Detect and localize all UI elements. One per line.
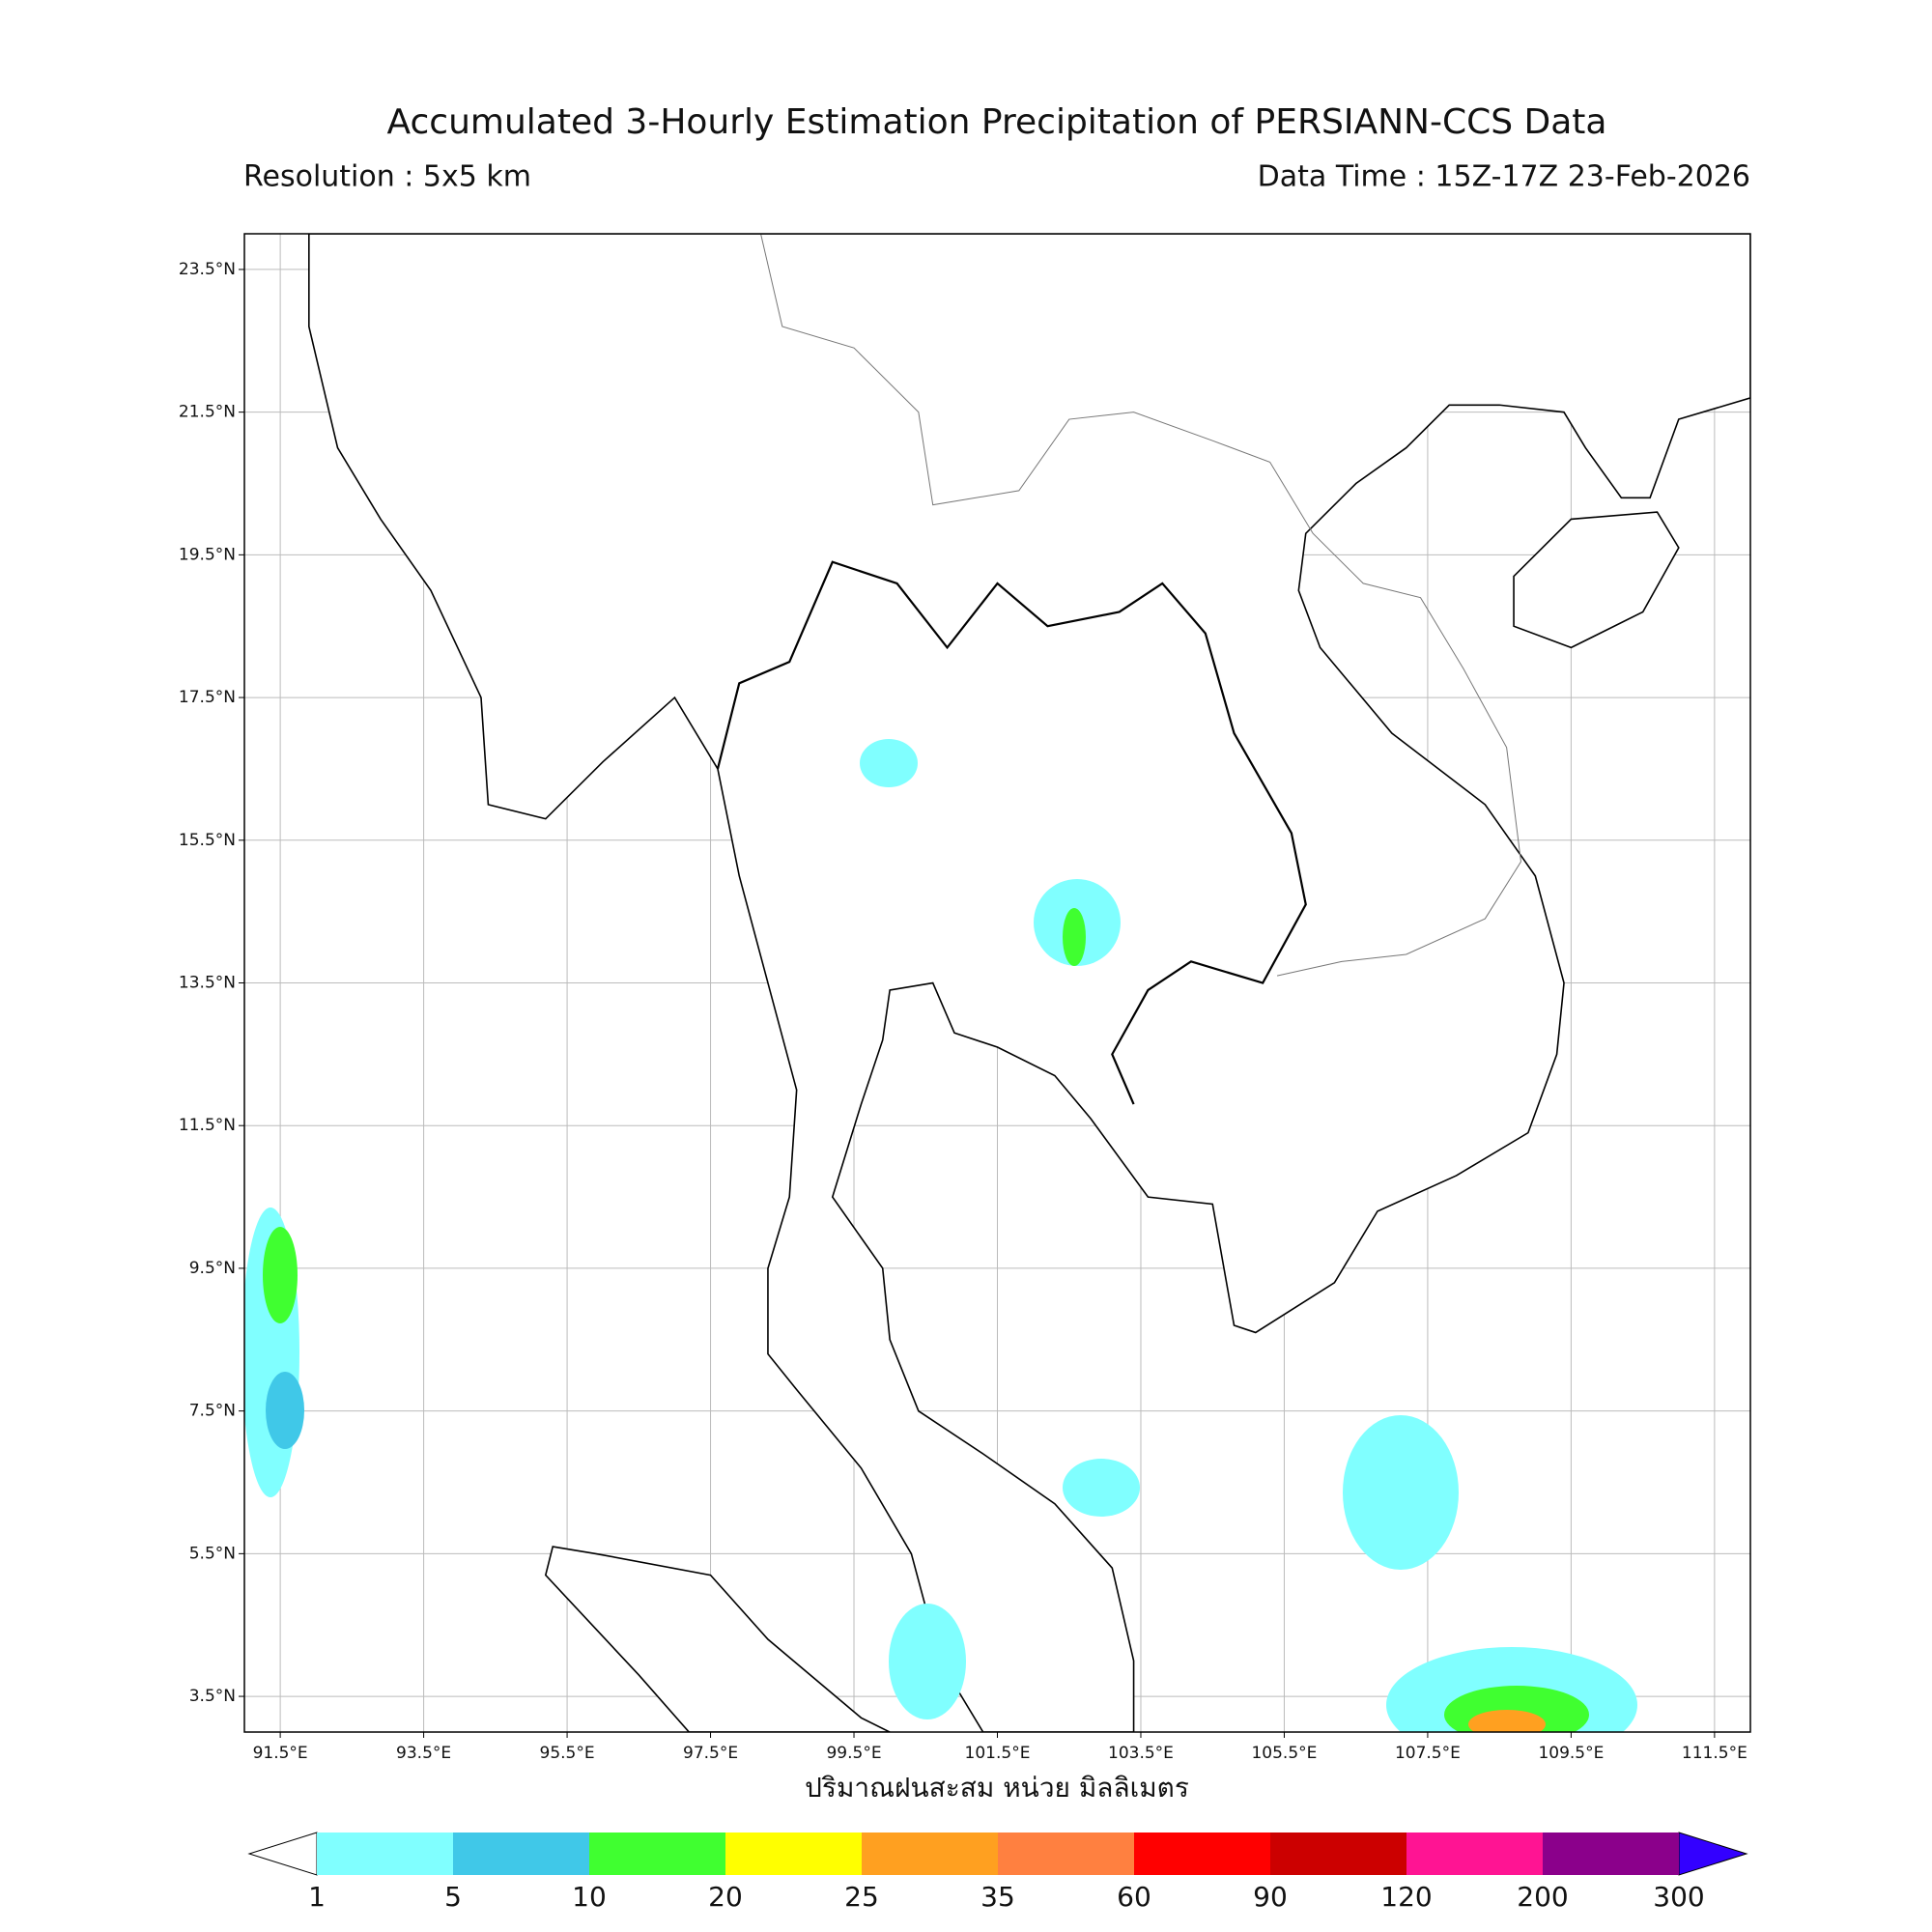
colorbar-tick-label: 300 xyxy=(1653,1881,1704,1913)
precipitation xyxy=(244,739,1637,1732)
lat-tick-label: 19.5°N xyxy=(179,545,236,564)
map xyxy=(244,234,1750,1732)
colorbar-label: ปริมาณฝนสะสม หน่วย มิลลิเมตร xyxy=(805,1772,1189,1804)
colorbar-tick-label: 35 xyxy=(980,1881,1015,1913)
lat-tick-label: 3.5°N xyxy=(189,1687,236,1706)
lon-tick-label: 105.5°E xyxy=(1251,1744,1317,1763)
colorbar-segment xyxy=(1134,1833,1270,1875)
colorbar-tick-label: 10 xyxy=(572,1881,607,1913)
resolution: Resolution : 5x5 km xyxy=(243,160,531,194)
mainland-coast xyxy=(309,234,1750,1732)
colorbar-segment xyxy=(317,1833,453,1875)
geography xyxy=(309,234,1750,1732)
colorbar-segment xyxy=(453,1833,589,1875)
country-borders xyxy=(761,234,1521,976)
colorbar-tick-label: 60 xyxy=(1117,1881,1151,1913)
lon-tick-label: 103.5°E xyxy=(1108,1744,1174,1763)
sumatra xyxy=(546,1547,890,1732)
colorbar-tick-label: 20 xyxy=(708,1881,743,1913)
lat-tick-label: 21.5°N xyxy=(179,403,236,422)
colorbar-tick-label: 5 xyxy=(444,1881,462,1913)
colorbar-segment xyxy=(1406,1833,1543,1875)
colorbar-segment xyxy=(1270,1833,1406,1875)
lat-tick-label: 9.5°N xyxy=(189,1259,236,1278)
colorbar-tick-label: 120 xyxy=(1380,1881,1432,1913)
lat-tick-label: 15.5°N xyxy=(179,831,236,850)
lat-tick-label: 17.5°N xyxy=(179,688,236,707)
lat-tick-label: 11.5°N xyxy=(179,1116,236,1135)
colorbar-tick-label: 25 xyxy=(844,1881,879,1913)
colorbar-segment xyxy=(862,1833,998,1875)
lon-tick-label: 97.5°E xyxy=(683,1744,738,1763)
colorbar-tick-label: 1 xyxy=(308,1881,326,1913)
lon-tick-label: 91.5°E xyxy=(253,1744,308,1763)
lat-tick-label: 23.5°N xyxy=(179,260,236,279)
lon-tick-label: 95.5°E xyxy=(540,1744,595,1763)
colorbar-segment xyxy=(998,1833,1134,1875)
lat-tick-label: 5.5°N xyxy=(189,1544,236,1563)
lat-tick-label: 13.5°N xyxy=(179,974,236,993)
lon-tick-label: 111.5°E xyxy=(1682,1744,1747,1763)
lat-tick-label: 7.5°N xyxy=(189,1402,236,1421)
lon-tick-label: 107.5°E xyxy=(1395,1744,1461,1763)
colorbar-tick-label: 200 xyxy=(1517,1881,1568,1913)
lon-tick-label: 99.5°E xyxy=(826,1744,881,1763)
lon-tick-label: 93.5°E xyxy=(396,1744,451,1763)
hainan xyxy=(1514,512,1679,647)
title: Accumulated 3-Hourly Estimation Precipit… xyxy=(387,102,1607,142)
colorbar-segment xyxy=(589,1833,725,1875)
colorbar-segment xyxy=(1543,1833,1679,1875)
colorbar-segment xyxy=(725,1833,862,1875)
lon-tick-label: 109.5°E xyxy=(1538,1744,1604,1763)
colorbar-tick-label: 90 xyxy=(1253,1881,1288,1913)
lon-tick-label: 101.5°E xyxy=(965,1744,1031,1763)
thailand-border xyxy=(718,562,1306,1104)
data-time: Data Time : 15Z-17Z 23-Feb-2026 xyxy=(1258,160,1750,194)
